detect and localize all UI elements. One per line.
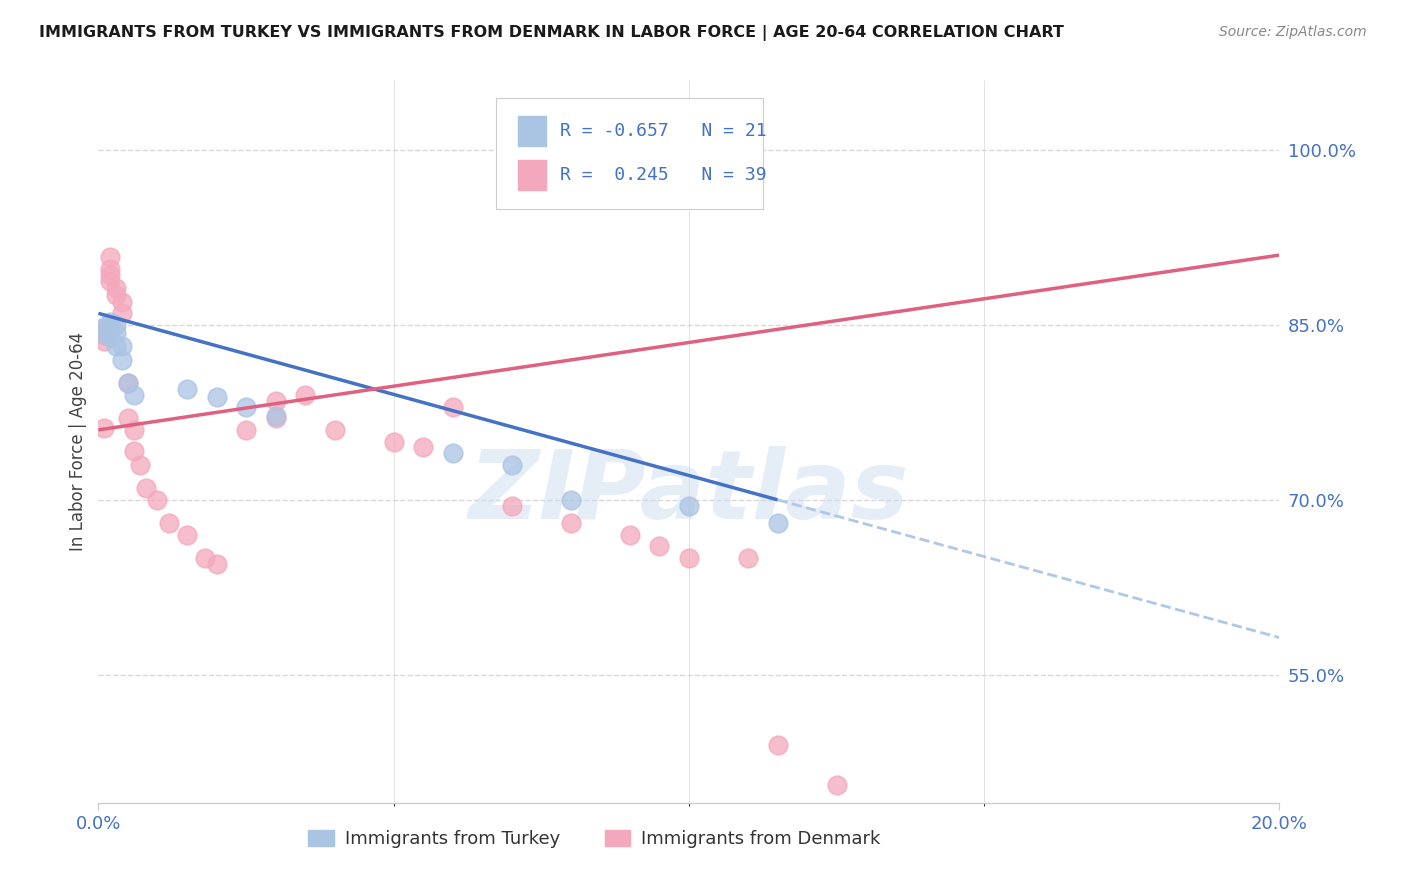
Point [501, 458, 523, 472]
Point [560, 516, 582, 530]
Point [766, 738, 789, 752]
Point [98, 314, 121, 328]
Point [205, 390, 228, 404]
Point [93, 334, 115, 349]
Text: R = -0.657   N = 21: R = -0.657 N = 21 [560, 122, 766, 140]
Point [194, 551, 217, 566]
Point [111, 294, 134, 309]
Point [93, 420, 115, 434]
Point [382, 434, 405, 449]
Text: Source: ZipAtlas.com: Source: ZipAtlas.com [1219, 25, 1367, 39]
Point [441, 400, 464, 414]
Point [122, 443, 145, 458]
Point [264, 393, 287, 408]
Point [117, 376, 139, 391]
Point [105, 339, 128, 353]
Point [98, 329, 121, 343]
Point [825, 778, 848, 792]
Point [105, 281, 128, 295]
Point [98, 321, 121, 335]
Point [441, 446, 464, 460]
Point [737, 551, 759, 566]
Point [105, 318, 128, 332]
Point [93, 321, 115, 335]
Point [264, 409, 287, 423]
Point [98, 274, 121, 288]
Point [176, 528, 198, 542]
Text: ZIPatlas: ZIPatlas [468, 446, 910, 539]
Point [93, 328, 115, 343]
Point [766, 516, 789, 530]
Point [678, 499, 700, 513]
Text: IMMIGRANTS FROM TURKEY VS IMMIGRANTS FROM DENMARK IN LABOR FORCE | AGE 20-64 COR: IMMIGRANTS FROM TURKEY VS IMMIGRANTS FRO… [39, 25, 1064, 41]
Point [111, 353, 134, 368]
Point [117, 376, 139, 391]
Point [560, 492, 582, 507]
Point [146, 492, 169, 507]
Point [501, 499, 523, 513]
Point [412, 441, 434, 455]
Y-axis label: In Labor Force | Age 20-64: In Labor Force | Age 20-64 [69, 332, 87, 551]
FancyBboxPatch shape [517, 160, 546, 190]
Point [105, 287, 128, 301]
Point [176, 382, 198, 396]
Point [98, 268, 121, 282]
Legend: Immigrants from Turkey, Immigrants from Denmark: Immigrants from Turkey, Immigrants from … [301, 822, 887, 855]
Point [157, 516, 180, 530]
FancyBboxPatch shape [496, 97, 763, 209]
Text: R =  0.245   N = 39: R = 0.245 N = 39 [560, 166, 766, 184]
Point [122, 388, 145, 402]
Point [111, 339, 134, 353]
Point [648, 540, 671, 554]
Point [117, 411, 139, 425]
Point [135, 481, 157, 495]
Point [122, 423, 145, 437]
Point [105, 326, 128, 341]
Point [235, 400, 257, 414]
Point [294, 388, 316, 402]
Point [93, 320, 115, 334]
FancyBboxPatch shape [517, 116, 546, 146]
Point [98, 262, 121, 277]
Point [235, 423, 257, 437]
Point [205, 557, 228, 571]
Point [323, 423, 346, 437]
Point [93, 326, 115, 341]
Point [619, 528, 641, 542]
Point [678, 551, 700, 566]
Point [264, 411, 287, 425]
Point [128, 458, 150, 472]
Point [111, 306, 134, 320]
Point [98, 251, 121, 265]
